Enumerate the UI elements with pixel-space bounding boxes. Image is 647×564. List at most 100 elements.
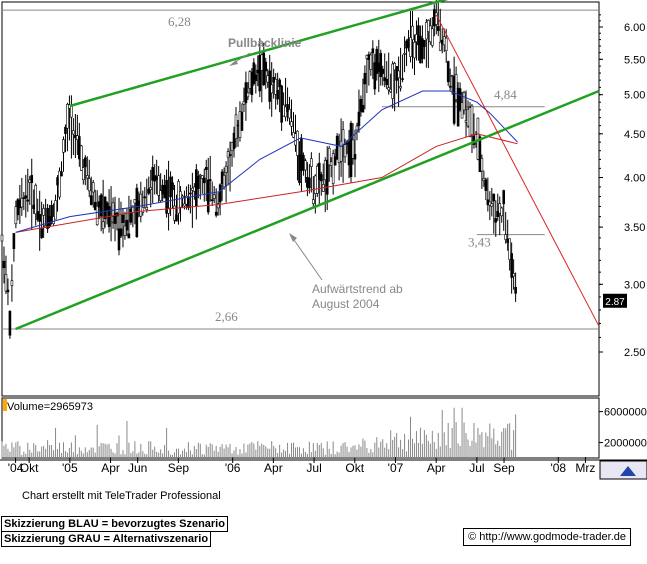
candle-body: [143, 196, 147, 199]
candle-body: [197, 175, 200, 189]
time-tick-label: Okt: [345, 461, 364, 475]
volume-bars: [1, 407, 517, 458]
volume-panel-frame: [1, 397, 600, 459]
candle-body: [183, 203, 186, 207]
candle-body: [496, 210, 500, 217]
candle-body: [357, 111, 361, 126]
candle-body: [462, 92, 466, 111]
legend-blue-scenario: Skizzierung BLAU = bevorzugtes Szenario: [1, 516, 228, 532]
candle-body: [87, 178, 91, 192]
candle-body: [70, 105, 73, 118]
volume-swatch: [3, 399, 7, 411]
time-tick-label: Apr: [427, 461, 446, 475]
time-tick-label: '07: [388, 461, 404, 475]
candle-body: [30, 175, 34, 183]
price-tick-label: 4.00: [624, 173, 645, 185]
candle-body: [375, 48, 379, 74]
last-price-box: [603, 293, 627, 308]
candle-body: [276, 89, 279, 100]
candle-body: [200, 175, 204, 179]
candle-body: [403, 53, 406, 55]
candle-body: [135, 187, 139, 238]
candle-body: [333, 156, 337, 166]
candle-body: [72, 130, 75, 135]
teletrader-logo-icon: [620, 466, 636, 476]
candle-body: [240, 111, 244, 131]
chart-credit: Chart erstellt mit TeleTrader Profession…: [22, 490, 221, 502]
annotation-pullbacklinie: Pullbacklinie: [228, 36, 302, 50]
candle-body: [10, 280, 14, 286]
candle-body: [24, 195, 28, 199]
candle-body: [214, 211, 218, 216]
time-tick-label: Jul: [469, 461, 484, 475]
candle-body: [151, 167, 155, 181]
candle-body: [381, 68, 385, 74]
candle-body: [438, 41, 442, 51]
time-tick-label: '05: [62, 461, 78, 475]
candle-body: [290, 121, 293, 127]
time-tick-label: '08: [550, 461, 566, 475]
candle-body: [145, 207, 149, 210]
candle-body: [224, 165, 228, 173]
candle-body: [361, 104, 365, 113]
price-tick-label: 6.00: [624, 22, 645, 34]
candle-body: [288, 109, 291, 119]
candle-body: [62, 139, 65, 153]
candle-body: [504, 234, 507, 240]
trendline-upper-channel: [69, 0, 449, 108]
candle-body: [484, 179, 488, 191]
candle-body: [254, 74, 258, 82]
level-label-2-66: 2,66: [215, 309, 238, 324]
time-tick-label: Mrz: [575, 461, 595, 475]
candle-body: [413, 42, 416, 59]
candle-body: [119, 228, 123, 237]
last-price-label: 2.87: [605, 297, 625, 308]
candle-body: [355, 125, 359, 131]
candle-body: [379, 53, 383, 78]
candle-body: [109, 221, 113, 224]
time-tick-label: Jun: [128, 461, 147, 475]
price-tick-label: 4.50: [624, 129, 645, 141]
candle-body: [157, 175, 160, 196]
candle-body: [54, 200, 57, 220]
candle-body: [127, 233, 131, 239]
candle-body: [304, 160, 307, 171]
candle-body: [212, 194, 216, 199]
candle-body: [99, 194, 103, 217]
time-tick-label: '04: [8, 461, 24, 475]
candle-body: [58, 170, 61, 198]
time-tick-label: Apr: [264, 461, 283, 475]
candle-body: [66, 103, 69, 129]
price-tick-label: 3.00: [624, 279, 645, 291]
candle-body: [6, 289, 10, 293]
candle-body: [20, 197, 24, 208]
candle-body: [436, 26, 440, 32]
candle-body: [167, 207, 170, 214]
candle-body: [325, 159, 329, 195]
candle-body: [26, 199, 30, 202]
candle-body: [317, 162, 321, 181]
trendline-lower-trend: [15, 89, 600, 331]
level-label-3-43: 3,43: [468, 235, 491, 250]
moving-average-blue: [15, 90, 518, 233]
candle-body: [125, 219, 129, 231]
candle-body: [421, 38, 424, 60]
candle-body: [222, 175, 226, 188]
arrow-aufwaertstrend: [291, 236, 323, 281]
candle-body: [500, 207, 504, 217]
candle-body: [308, 177, 311, 189]
candle-body: [310, 158, 313, 167]
price-tick-label: 5.00: [624, 90, 645, 102]
candle-body: [343, 144, 347, 158]
candle-body: [129, 208, 133, 223]
candle-body: [123, 225, 127, 236]
candle-body: [280, 85, 283, 123]
candle-body: [40, 228, 43, 239]
candle-body: [296, 130, 299, 156]
source-link[interactable]: © http://www.godmode-trader.de: [463, 528, 631, 546]
candle-body: [12, 233, 16, 249]
candle-body: [373, 62, 377, 90]
volume-label: Volume=2965973: [7, 401, 93, 413]
candle-body: [514, 286, 517, 294]
